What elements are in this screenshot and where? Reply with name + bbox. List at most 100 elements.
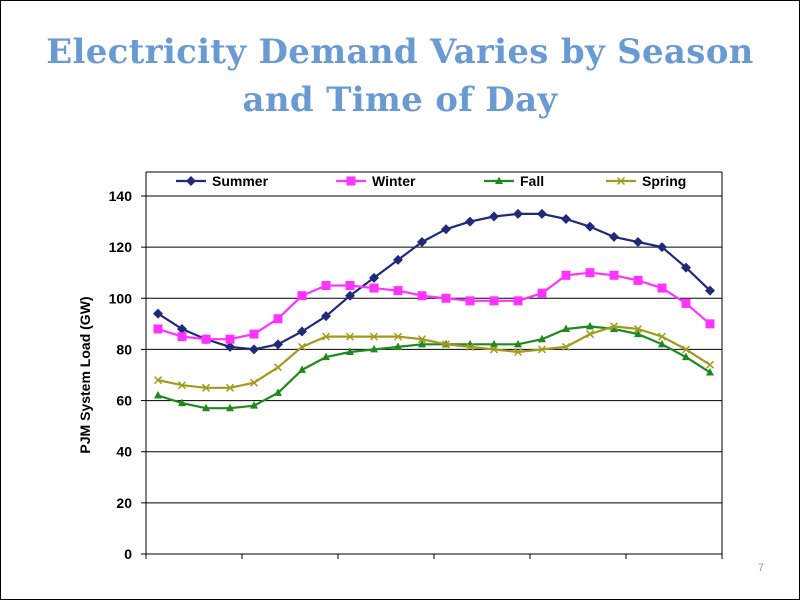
data-point-triangle (418, 339, 426, 348)
data-point-diamond (441, 224, 451, 235)
data-point-x (681, 345, 691, 354)
series-winter (153, 268, 715, 344)
data-point-triangle (226, 403, 234, 412)
data-point-square (345, 281, 355, 290)
data-point-square (537, 288, 547, 298)
series-line-winter (157, 271, 711, 341)
data-point-triangle (370, 344, 378, 353)
data-point-square (489, 296, 499, 306)
data-point-triangle (538, 334, 546, 343)
data-point-x (616, 176, 626, 186)
data-point-diamond (273, 339, 283, 350)
data-point-diamond (369, 272, 379, 283)
y-tick-label: 80 (116, 341, 132, 357)
series-fall (154, 321, 714, 412)
slide-title-line-2: and Time of Day (242, 80, 558, 120)
legend-label: Summer (212, 173, 269, 189)
data-point-diamond (393, 254, 403, 265)
y-tick-label: 140 (109, 188, 133, 204)
data-point-square (273, 314, 283, 324)
data-point-x (561, 342, 571, 351)
data-point-x (705, 360, 715, 369)
data-point-x (321, 332, 331, 341)
data-point-square (249, 329, 259, 339)
y-tick-label: 60 (116, 393, 132, 409)
y-tick-label: 120 (109, 239, 133, 255)
data-point-diamond (489, 211, 499, 222)
axes-layer: 0 20 40 60 80 100 120 140 (109, 171, 723, 562)
data-point-diamond (465, 216, 475, 227)
data-point-x (633, 324, 643, 334)
data-point-diamond (585, 221, 595, 232)
data-point-x (489, 345, 499, 354)
y-axis-title: PJM System Load (GW) (77, 296, 93, 453)
page-number: 7 (757, 562, 764, 574)
data-point-square (153, 324, 163, 334)
data-point-triangle (586, 321, 594, 330)
data-point-x (273, 363, 283, 372)
data-point-triangle (706, 367, 714, 376)
slide-title-line-1: Electricity Demand Varies by Season (46, 32, 754, 72)
data-point-triangle (682, 352, 690, 361)
data-point-diamond (633, 237, 643, 248)
data-point-square (369, 283, 379, 293)
data-point-square (633, 275, 643, 285)
data-point-x (585, 330, 595, 339)
data-point-diamond (657, 242, 667, 253)
data-point-x (369, 332, 379, 341)
data-point-diamond (153, 308, 163, 319)
data-point-square (609, 270, 619, 280)
data-point-diamond (321, 311, 331, 322)
data-point-diamond (609, 231, 619, 242)
data-point-diamond (513, 208, 523, 219)
y-tick-label: 20 (116, 495, 132, 511)
grid-layer (146, 195, 722, 504)
y-tick-label: 40 (116, 444, 132, 460)
y-tick-label: 100 (109, 290, 133, 306)
data-point-triangle (634, 329, 642, 338)
data-point-square (657, 283, 667, 293)
data-point-square (393, 286, 403, 296)
data-point-triangle (394, 342, 402, 350)
series-spring (153, 322, 715, 392)
legend-item-summer: Summer (176, 173, 269, 189)
data-point-x (417, 335, 427, 344)
data-point-diamond (537, 208, 547, 219)
slide-title: Electricity Demand Varies by Season and … (0, 28, 800, 124)
data-point-diamond (177, 323, 187, 334)
data-point-square (681, 298, 691, 308)
data-point-square (201, 334, 211, 344)
data-point-diamond (225, 341, 235, 352)
data-point-x (345, 332, 355, 341)
data-point-diamond (345, 290, 355, 301)
series-layer (153, 208, 715, 412)
data-point-triangle (514, 339, 522, 348)
data-point-triangle (322, 352, 330, 361)
data-point-square (465, 296, 475, 306)
data-point-square (585, 268, 595, 278)
series-summer (153, 208, 715, 355)
data-point-diamond (186, 176, 196, 186)
data-point-x (297, 342, 307, 351)
data-point-triangle (250, 401, 258, 409)
data-point-x (657, 332, 667, 341)
data-point-square (321, 281, 331, 290)
data-point-x (177, 381, 187, 390)
data-point-diamond (681, 262, 691, 273)
data-point-x (249, 378, 259, 387)
data-point-square (441, 293, 451, 303)
series-line-summer (157, 212, 711, 351)
series-line-spring (157, 325, 711, 389)
data-point-x (537, 345, 547, 354)
data-point-x (465, 342, 475, 351)
data-point-x (225, 383, 235, 392)
data-point-triangle (154, 390, 162, 399)
data-point-square (177, 332, 187, 342)
legend-label: Spring (642, 173, 686, 189)
legend-item-winter: Winter (336, 173, 416, 189)
legend-item-spring: Spring (606, 173, 686, 189)
data-point-x (393, 332, 403, 341)
data-point-triangle (202, 403, 210, 412)
data-point-x (513, 347, 523, 357)
